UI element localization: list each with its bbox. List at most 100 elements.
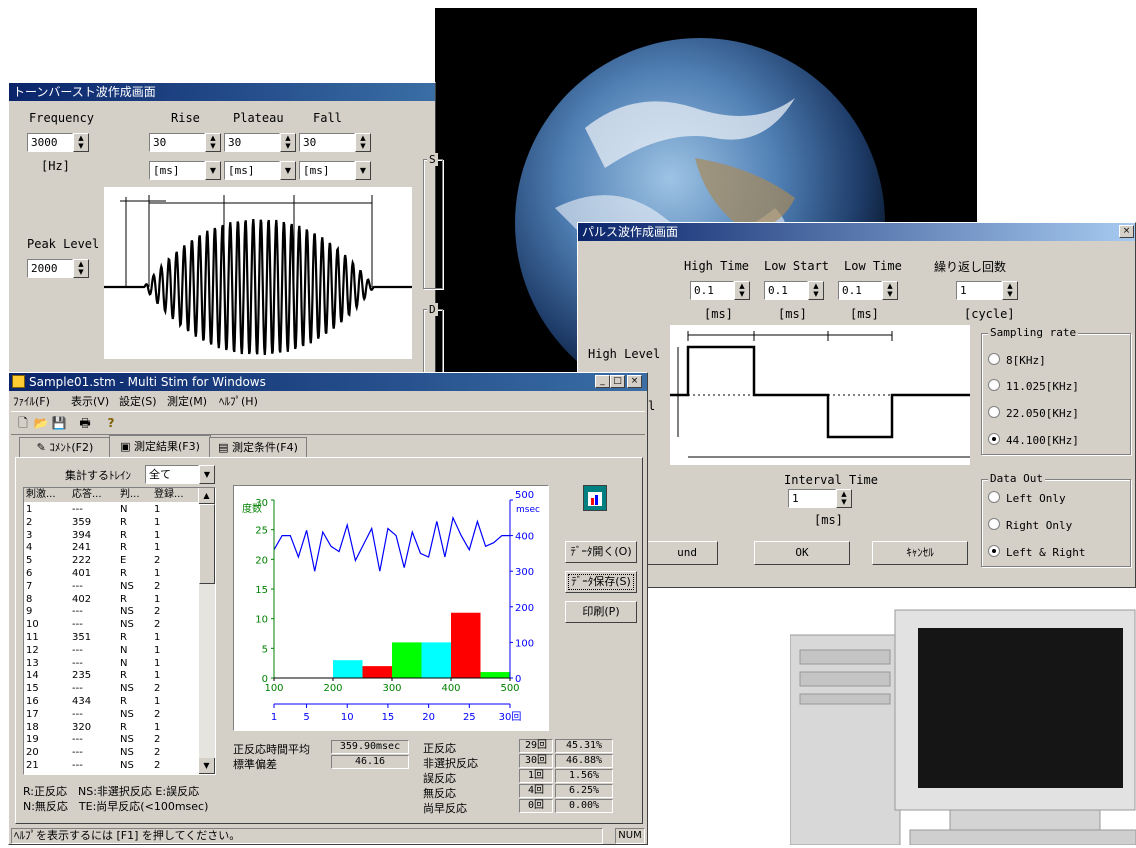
list-header-register[interactable]: 登録... [154, 489, 184, 500]
list-header-response[interactable]: 応答... [72, 489, 102, 500]
tab-results[interactable]: ▣ 測定結果(F3) [109, 435, 211, 458]
open-folder-icon[interactable]: 📂 [33, 416, 49, 430]
high-time-label: High Time [684, 259, 750, 273]
fall-unit-select[interactable]: [ms] [299, 161, 355, 180]
list-cell: --- [72, 644, 83, 656]
tab-comment[interactable]: ✎ ｺﾒﾝﾄ(F2) [19, 437, 111, 458]
tab-conditions[interactable]: ▤ 測定条件(F4) [209, 437, 307, 458]
list-cell: R [120, 696, 127, 707]
low-time-spin[interactable]: ▲ ▼ [882, 281, 898, 300]
print-icon[interactable]: 🖶 [79, 416, 91, 430]
low-start-spin[interactable]: ▲ ▼ [808, 281, 824, 300]
peak-level-spin[interactable]: ▲ ▼ [73, 259, 89, 278]
high-time-input[interactable]: 0.1 [690, 281, 734, 300]
repeat-count-spin[interactable]: ▲ ▼ [1002, 281, 1018, 300]
right-tick-label: 300 [515, 567, 534, 578]
tone-burst-waveform [104, 187, 412, 359]
peak-level-input[interactable]: 2000 [27, 259, 73, 278]
frequency-input[interactable]: 3000 [27, 133, 73, 152]
rise-unit-select[interactable]: [ms] [149, 161, 205, 180]
data-file-icon[interactable] [583, 485, 607, 511]
list-header-stimulus[interactable]: 刺激... [26, 489, 56, 500]
save-data-button[interactable]: ﾃﾞｰﾀ保存(S) [565, 571, 637, 593]
stat-count: 30回 [519, 754, 553, 768]
sampling-option-22k[interactable]: 22.050[KHz] [988, 406, 1079, 420]
list-cell: 11 [26, 632, 39, 643]
data-out-option-label: Left Only [1006, 492, 1066, 505]
ok-button[interactable]: OK [754, 541, 850, 565]
list-cell: --- [72, 760, 83, 771]
right-tick-label: 200 [515, 603, 534, 614]
plateau-unit-dropdown-icon[interactable]: ▼ [280, 161, 296, 180]
list-cell: 401 [72, 568, 92, 579]
low-time-input[interactable]: 0.1 [838, 281, 882, 300]
list-header-judge[interactable]: 判... [120, 489, 140, 500]
repeat-count-input[interactable]: 1 [956, 281, 1002, 300]
open-data-button[interactable]: ﾃﾞｰﾀ開く(O) [565, 541, 637, 563]
low-start-input[interactable]: 0.1 [764, 281, 808, 300]
scroll-thumb[interactable] [199, 504, 215, 584]
scroll-up-icon[interactable]: ▲ [199, 488, 215, 504]
menu-measure[interactable]: 測定(M) [167, 395, 208, 408]
list-cell: 3 [26, 529, 33, 541]
histogram-bar [480, 672, 510, 678]
fall-input[interactable]: 30 [299, 133, 355, 152]
high-time-spin[interactable]: ▲ ▼ [734, 281, 750, 300]
interval-time-spin[interactable]: ▲ ▼ [836, 489, 852, 508]
list-cell: NS [120, 760, 134, 771]
response-stats: 正反応 29回 45.31% 非選択反応 30回 46.88% 誤反応 1回 1.56% 無反応 4… [423, 739, 623, 819]
minimize-icon[interactable]: _ [595, 375, 610, 388]
frequency-spin[interactable]: ▲ ▼ [73, 133, 89, 152]
left-tick-label: 5 [262, 644, 268, 655]
close-icon[interactable]: × [627, 375, 642, 388]
peak-level-label: Peak Level [27, 237, 100, 251]
trial-tick-label: 20 [422, 712, 435, 723]
fall-spin[interactable]: ▲ ▼ [355, 133, 371, 152]
sampling-option-44k[interactable]: 44.100[KHz] [988, 433, 1079, 447]
data-out-left-only[interactable]: Left Only [988, 491, 1066, 505]
x-tick-label: 400 [441, 683, 460, 694]
rise-spin[interactable]: ▲ ▼ [205, 133, 221, 152]
menu-view[interactable]: 表示(V) [71, 395, 110, 408]
list-cell: E [120, 555, 127, 567]
menu-settings[interactable]: 設定(S) [119, 395, 157, 408]
sampling-option-8k[interactable]: 8[KHz] [988, 353, 1046, 367]
plateau-spin[interactable]: ▲ ▼ [280, 133, 296, 152]
data-out-right-only[interactable]: Right Only [988, 518, 1072, 532]
radio-icon [988, 406, 1000, 418]
rise-label: Rise [171, 111, 200, 125]
cancel-button[interactable]: ｷｬﾝｾﾙ [872, 541, 968, 565]
sampling-option-11k[interactable]: 11.025[KHz] [988, 379, 1079, 393]
list-cell: 6 [26, 568, 33, 579]
plateau-input[interactable]: 30 [224, 133, 280, 152]
tone-group-s [423, 159, 443, 289]
help-icon[interactable]: ? [107, 416, 115, 430]
interval-time-input[interactable]: 1 [788, 489, 836, 508]
legend-line-2: N:無反応 TE:尚早反応(<100msec) [23, 800, 209, 813]
train-select[interactable]: 全て [145, 465, 199, 484]
save-icon[interactable]: 💾 [51, 416, 67, 430]
list-cell: R [120, 542, 127, 554]
rise-unit-dropdown-icon[interactable]: ▼ [205, 161, 221, 180]
data-out-group [981, 479, 1131, 567]
trial-list[interactable]: 刺激... 応答... 判... 登録... 1 --- N 1 2 359 R 1 3 394 R… [23, 487, 216, 775]
maximize-icon[interactable]: □ [610, 375, 625, 388]
list-cell: 241 [72, 542, 92, 554]
fall-unit-dropdown-icon[interactable]: ▼ [355, 161, 371, 180]
list-cell: 20 [26, 747, 39, 759]
list-cell: 1 [154, 644, 161, 656]
train-dropdown-icon[interactable]: ▼ [199, 465, 215, 484]
list-scrollbar[interactable]: ▲ ▼ [199, 488, 215, 774]
list-cell: R [120, 632, 127, 643]
list-cell: 2 [154, 619, 161, 631]
menu-file[interactable]: ﾌｧｲﾙ(F) [13, 395, 50, 408]
rise-input[interactable]: 30 [149, 133, 205, 152]
pulse-close-icon[interactable]: × [1119, 225, 1134, 238]
menu-help[interactable]: ﾍﾙﾌﾟ(H) [219, 395, 258, 408]
new-file-icon[interactable]: 🗋 [18, 416, 28, 430]
print-button[interactable]: 印刷(P) [565, 601, 637, 623]
scroll-down-icon[interactable]: ▼ [199, 758, 215, 774]
data-out-left-right[interactable]: Left & Right [988, 545, 1085, 559]
plateau-unit-select[interactable]: [ms] [224, 161, 280, 180]
